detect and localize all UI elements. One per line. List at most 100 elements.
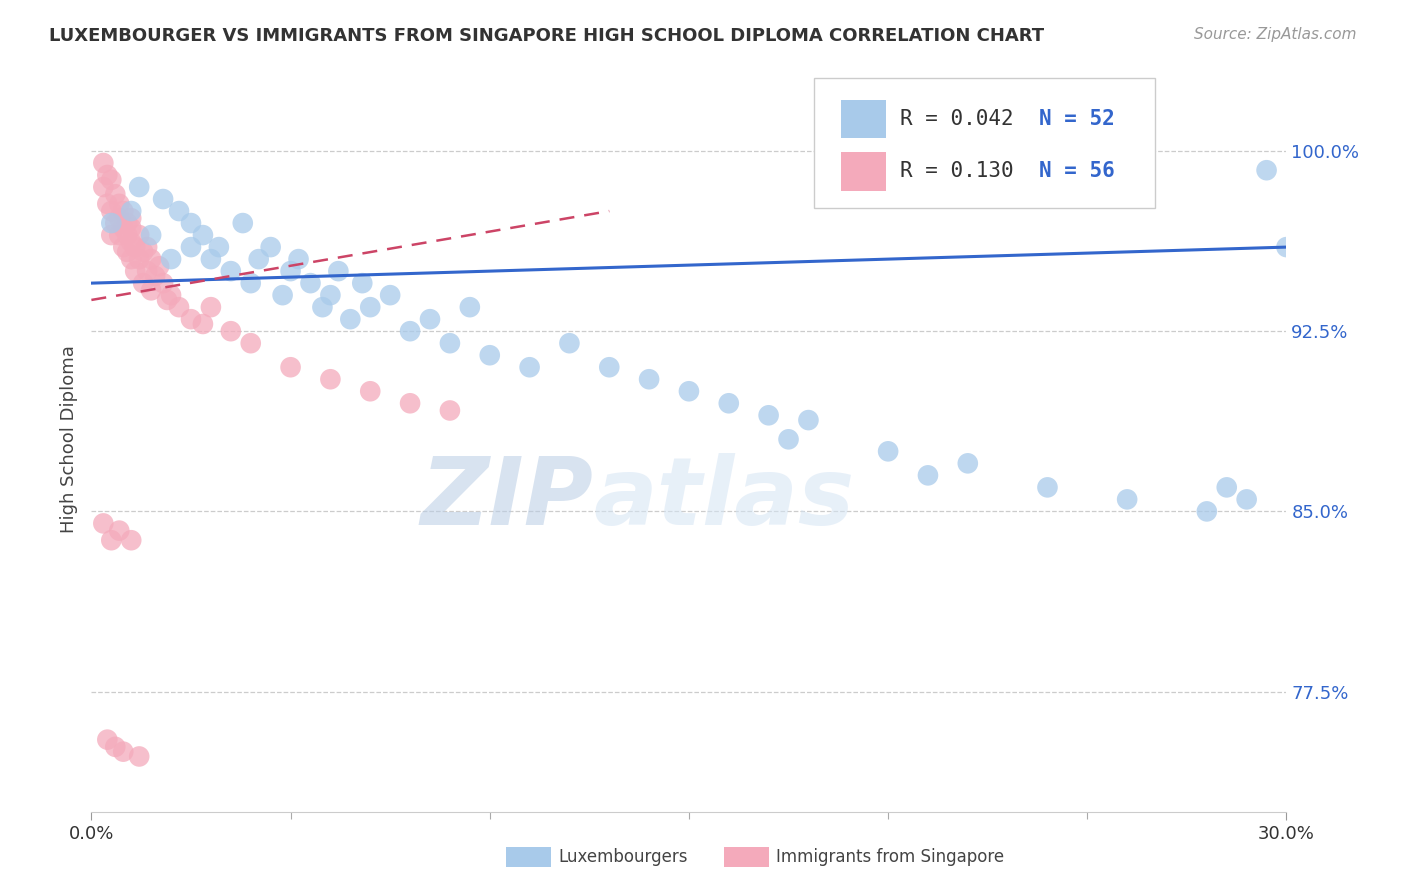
Point [399,324,422,338]
Text: R = 0.130: R = 0.130 [900,161,1014,181]
Point [180,312,202,326]
Point [598,360,620,375]
Point [439,336,461,351]
Point [638,372,661,386]
Point [259,240,281,254]
Point [143,268,166,283]
Point [280,264,302,278]
Point [120,252,142,266]
Point [148,260,170,274]
Point [120,533,142,548]
Point [419,312,441,326]
Point [96,732,118,747]
Point [339,312,361,326]
Point [519,360,541,375]
Point [128,252,150,266]
Point [180,240,202,254]
Point [1236,492,1258,507]
Point [378,288,402,302]
Point [93,516,115,531]
Text: Immigrants from Singapore: Immigrants from Singapore [776,848,1004,866]
Point [1256,163,1278,178]
Point [778,432,800,446]
Point [96,197,118,211]
Point [167,300,190,314]
Point [239,276,262,290]
Point [93,180,115,194]
Point [319,372,342,386]
Point [478,348,501,362]
Point [219,264,242,278]
Point [758,409,780,423]
Point [93,156,115,170]
Point [160,288,183,302]
Point [1116,492,1139,507]
Point [100,204,122,219]
Point [128,749,150,764]
Y-axis label: High School Diploma: High School Diploma [59,345,77,533]
Point [271,288,294,302]
Point [100,533,122,548]
Point [458,300,481,314]
Point [219,324,242,338]
Point [352,276,374,290]
Text: LUXEMBOURGER VS IMMIGRANTS FROM SINGAPORE HIGH SCHOOL DIPLOMA CORRELATION CHART: LUXEMBOURGER VS IMMIGRANTS FROM SINGAPOR… [49,27,1045,45]
Point [108,211,131,226]
Point [128,228,150,243]
Point [1036,480,1059,494]
Point [136,264,159,278]
Point [558,336,581,351]
Point [115,216,138,230]
Point [287,252,309,266]
Point [141,284,162,298]
Point [120,235,142,250]
Point [104,739,127,754]
Point [141,252,162,266]
Point [115,244,138,259]
Point [152,276,174,290]
Text: Luxembourgers: Luxembourgers [558,848,688,866]
Point [191,228,214,243]
Point [160,252,183,266]
Point [280,360,302,375]
Point [319,288,342,302]
Point [112,204,135,219]
Point [399,396,422,410]
Point [239,336,262,351]
Point [232,216,254,230]
Point [1275,240,1298,254]
Point [152,192,174,206]
Point [167,204,190,219]
Point [311,300,333,314]
Point [439,403,461,417]
Point [100,173,122,187]
Point [247,252,270,266]
Text: N = 56: N = 56 [1039,161,1115,181]
Point [104,216,127,230]
Point [132,244,155,259]
Point [191,317,214,331]
Point [877,444,900,458]
Point [100,216,122,230]
Point [299,276,322,290]
Point [1195,504,1218,518]
Point [112,745,135,759]
Point [128,180,150,194]
Point [917,468,939,483]
Point [108,197,131,211]
Point [180,216,202,230]
Point [96,168,118,182]
Point [717,396,740,410]
Text: atlas: atlas [593,453,855,545]
Point [359,300,381,314]
Point [1215,480,1237,494]
Point [124,240,146,254]
Point [124,264,146,278]
Point [112,220,135,235]
Point [104,187,127,202]
Text: ZIP: ZIP [420,453,593,545]
Point [136,240,159,254]
Point [328,264,350,278]
Text: N = 52: N = 52 [1039,109,1115,129]
Point [120,220,142,235]
